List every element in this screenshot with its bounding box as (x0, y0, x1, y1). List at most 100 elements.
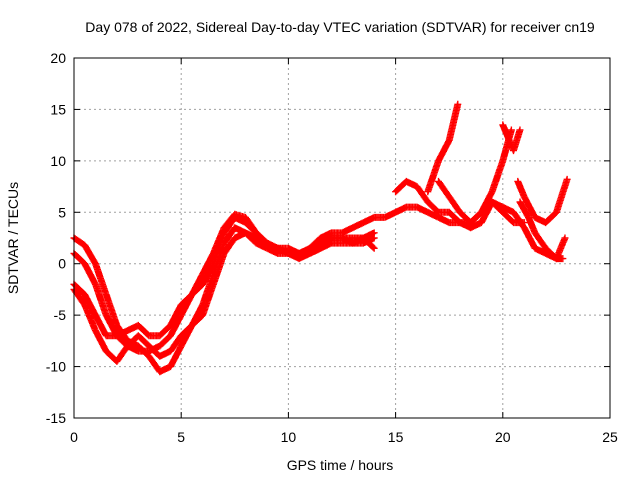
x-tick-label: 5 (177, 429, 185, 445)
data-point-segment (81, 291, 99, 318)
data-point (561, 234, 569, 242)
data-point-segment (514, 177, 528, 199)
data-point-segment (252, 229, 270, 246)
data-point-segment (91, 280, 110, 318)
data-point-segment (510, 128, 523, 155)
data-point-segment (177, 323, 195, 340)
data-point-segment (209, 251, 228, 288)
ticks: 0 5 10 15 20 25 -15 -10 -5 0 5 10 15 20 (46, 50, 618, 445)
y-tick-label: 15 (50, 101, 66, 117)
data-point-segment (552, 236, 568, 263)
data-point (507, 126, 515, 134)
data-point-segment (402, 177, 420, 190)
data-point-segment (209, 225, 227, 257)
data-point-segment (477, 189, 495, 216)
data-point-segment (499, 208, 516, 225)
data-point-segment (295, 250, 312, 263)
data-point-segment (435, 138, 452, 165)
data-point-segment (456, 208, 474, 225)
y-tick-label: -15 (46, 410, 66, 426)
x-tick-label: 10 (281, 429, 297, 445)
x-tick-label: 0 (70, 429, 78, 445)
data-point-segment (167, 333, 184, 355)
data-point-segment (145, 352, 163, 374)
data-point-segment (424, 198, 441, 215)
data-layer (70, 100, 571, 376)
data-point-segment (435, 177, 452, 200)
series-track-7 (435, 126, 515, 227)
data-point-segment (81, 260, 99, 287)
series-track-4 (70, 210, 378, 340)
data-point-segment (199, 251, 217, 278)
x-tick-label: 20 (495, 429, 511, 445)
data-point-segment (199, 282, 217, 319)
series-track-9 (514, 175, 571, 227)
data-point-segment (413, 183, 431, 205)
data-point-segment (552, 177, 571, 216)
data-point-segment (488, 158, 506, 196)
y-axis-label: SDTVAR / TECUs (5, 182, 21, 294)
data-point-segment (510, 208, 527, 230)
data-point-segment (113, 343, 131, 365)
plot-frame (73, 57, 611, 419)
data-point-segment (520, 193, 538, 220)
data-point-segment (531, 229, 549, 251)
y-tick-label: 20 (50, 50, 66, 66)
y-tick-label: 0 (58, 256, 66, 272)
data-point-segment (317, 235, 334, 252)
data-point-segment (188, 271, 206, 299)
data-point-segment (392, 179, 409, 196)
data-point (454, 100, 462, 108)
series-track-10 (516, 198, 569, 263)
data-point (370, 229, 378, 237)
data-point-segment (477, 199, 495, 227)
series-track-8 (499, 121, 524, 155)
data-point-segment (199, 261, 217, 288)
y-tick-label: 10 (50, 153, 66, 169)
data-point (563, 175, 571, 183)
data-point-segment (435, 213, 452, 226)
y-tick-label: -5 (54, 307, 67, 323)
data-point-segment (91, 311, 109, 338)
data-point-segment (220, 235, 238, 257)
grid (74, 58, 610, 418)
data-point (559, 255, 567, 263)
data-point-segment (124, 333, 141, 350)
data-point-segment (81, 301, 99, 333)
data-point-segment (516, 198, 532, 220)
data-point-segment (542, 209, 559, 227)
data-point-segment (499, 121, 513, 143)
data-point (516, 126, 524, 134)
data-point-segment (467, 209, 484, 227)
x-tick-label: 25 (602, 429, 618, 445)
data-point-segment (91, 260, 110, 297)
data-point-segment (424, 158, 442, 196)
data-point-segment (220, 212, 238, 232)
data-point-segment (445, 193, 463, 215)
series-track-6 (424, 100, 462, 196)
data-point-segment (520, 224, 538, 251)
data-point-segment (242, 213, 259, 236)
data-point-segment (156, 323, 173, 340)
data-point-segment (81, 241, 99, 266)
data-point (370, 244, 378, 252)
data-point-segment (445, 102, 461, 144)
y-tick-label: -10 (46, 359, 66, 375)
x-tick-label: 15 (388, 429, 404, 445)
data-point-segment (177, 292, 195, 309)
y-tick-label: 5 (58, 204, 66, 220)
data-point-segment (134, 321, 152, 339)
data-point-segment (167, 343, 184, 371)
data-point-segment (188, 312, 206, 329)
data-point-segment (134, 332, 152, 349)
x-axis-label: GPS time / hours (287, 457, 394, 473)
data-point-segment (220, 225, 238, 247)
data-point-segment (145, 342, 163, 359)
data-point-segment (167, 313, 184, 340)
data-point-segment (359, 214, 377, 227)
data-point-segment (156, 333, 173, 350)
data-point-segment (91, 327, 109, 354)
data-point-segment (525, 213, 538, 235)
chart-title: Day 078 of 2022, Sidereal Day-to-day VTE… (85, 19, 595, 35)
